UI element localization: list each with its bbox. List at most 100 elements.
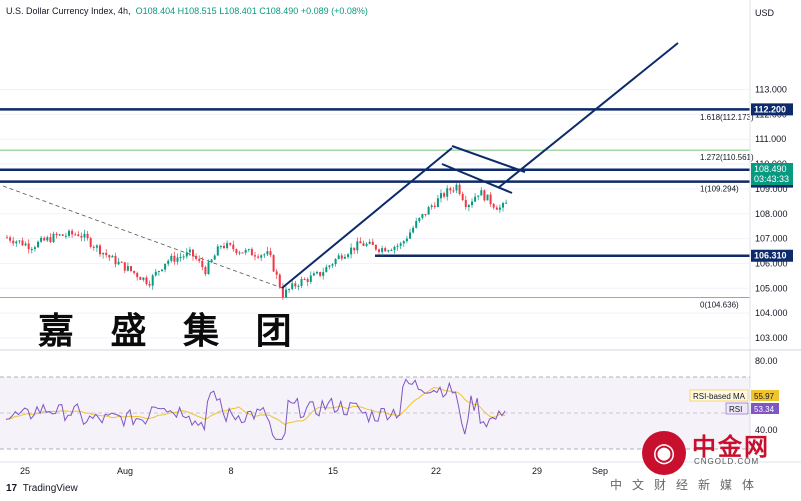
candle-body (316, 272, 318, 274)
rsi-line (5, 378, 506, 440)
candle-body (464, 200, 467, 207)
ohlc-open: O108.404 (135, 6, 176, 16)
candle-body (216, 246, 219, 256)
candle-body (489, 194, 492, 205)
price-tick-label: 108.000 (755, 209, 788, 219)
ohlc-close: C108.490 (259, 6, 299, 16)
candle-body (46, 237, 49, 241)
candle-body (226, 243, 229, 249)
candle-body (269, 251, 272, 256)
svg-text:RSI: RSI (729, 405, 742, 414)
candle-body (337, 255, 340, 260)
candle-body (477, 195, 480, 197)
price-tick-label: 109.000 (755, 184, 788, 194)
candle-body (474, 196, 477, 202)
candle-body (80, 235, 83, 238)
candle-body (328, 265, 331, 268)
candle-body (347, 254, 349, 257)
candle-body (15, 241, 18, 244)
candle-body (142, 277, 145, 280)
rsi-tick-80: 80.00 (755, 356, 778, 366)
candle-body (176, 257, 179, 262)
candle-body (120, 261, 123, 263)
price-tick-label: 104.000 (755, 308, 788, 318)
candle-body (210, 259, 213, 263)
candle-body (201, 260, 204, 268)
fib-level-label: 0(104.636) (700, 300, 739, 309)
brand-slogan: 中文财经新媒体 (610, 478, 765, 492)
candle-body (260, 255, 263, 258)
candle-body (148, 283, 151, 286)
uptrend-line (281, 147, 453, 289)
price-tick-label: 107.000 (755, 234, 788, 244)
candle-body (374, 244, 377, 250)
candles (6, 182, 508, 300)
rsi-ma-line (5, 386, 506, 426)
candle-body (322, 272, 325, 276)
candle-body (61, 234, 64, 236)
candle-body (43, 237, 46, 241)
candle-body (443, 193, 446, 197)
price-tick-label: 113.000 (755, 85, 787, 95)
candle-body (415, 221, 418, 228)
candle-body (381, 248, 384, 252)
candle-body (263, 254, 266, 256)
candle-body (303, 279, 306, 281)
current-price-tag: 108.490 03:43:33 (751, 163, 793, 185)
candle-body (170, 255, 173, 261)
candle-body (133, 270, 136, 273)
candle-body (179, 256, 182, 258)
candle-body (378, 249, 380, 252)
candle-body (241, 252, 244, 254)
candle-body (272, 255, 275, 272)
candle-body (139, 277, 142, 280)
candle-body (37, 241, 39, 248)
price-tick-label: 106.000 (755, 258, 788, 268)
candle-body (126, 266, 129, 271)
candle-body (89, 238, 92, 247)
candle-body (105, 252, 108, 256)
candle-body (229, 243, 232, 245)
candle-body (219, 245, 222, 247)
candle-body (64, 235, 67, 237)
candle-body (365, 243, 368, 246)
candle-body (173, 255, 176, 262)
candle-body (343, 256, 346, 259)
candle-body (102, 252, 105, 255)
tradingview-label: TradingView (22, 483, 78, 494)
fib-level-label: 1.272(110.561) (700, 153, 754, 162)
watermark-text: 嘉 盛 集 团 (38, 311, 304, 352)
candle-body (157, 271, 160, 273)
candle-body (204, 267, 207, 275)
candle-body (68, 230, 70, 236)
candle-body (393, 246, 396, 250)
rsi-tick-40: 40.00 (755, 425, 778, 435)
time-tick-label: 8 (228, 466, 233, 476)
candle-body (145, 277, 148, 284)
candle-body (161, 269, 163, 272)
candle-body (58, 234, 61, 236)
candle-body (359, 241, 362, 244)
candle-body (167, 260, 170, 264)
ohlc-change: +0.089 (+0.08%) (300, 6, 368, 16)
svg-text:53.34: 53.34 (754, 405, 775, 414)
candle-body (257, 256, 260, 258)
candle-body (6, 237, 8, 239)
candle-body (21, 240, 24, 246)
level-tag-bg (751, 249, 793, 262)
price-tick-label: 103.000 (755, 333, 788, 343)
candle-body (319, 272, 322, 276)
price-tick-label: 105.000 (755, 283, 788, 293)
candle-body (52, 233, 55, 242)
candle-body (74, 234, 77, 236)
candle-body (430, 205, 433, 208)
candle-body (427, 207, 430, 215)
candle-body (433, 205, 436, 208)
tradingview-footer[interactable]: 17 TradingView (6, 483, 78, 494)
candle-body (362, 243, 365, 246)
candle-body (452, 190, 455, 192)
candle-body (325, 267, 328, 273)
candle-body (350, 247, 353, 255)
candle-body (49, 237, 52, 242)
svg-text:55.97: 55.97 (754, 392, 775, 401)
